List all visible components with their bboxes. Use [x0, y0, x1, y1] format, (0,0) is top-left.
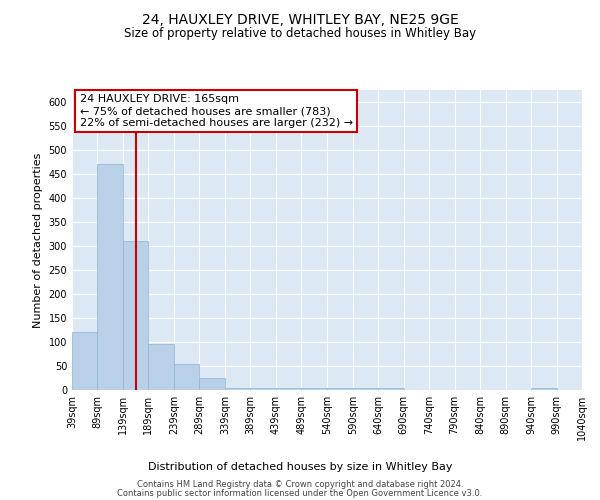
Bar: [199, 378, 225, 390]
Bar: [97, 164, 123, 390]
Bar: [174, 364, 199, 390]
Bar: [123, 241, 148, 390]
Bar: [531, 388, 557, 390]
Bar: [353, 388, 378, 390]
Bar: [225, 388, 250, 390]
Bar: [327, 388, 353, 390]
Text: Contains HM Land Registry data © Crown copyright and database right 2024.: Contains HM Land Registry data © Crown c…: [137, 480, 463, 489]
Text: 24 HAUXLEY DRIVE: 165sqm
← 75% of detached houses are smaller (783)
22% of semi-: 24 HAUXLEY DRIVE: 165sqm ← 75% of detach…: [80, 94, 353, 128]
Bar: [148, 344, 174, 390]
Bar: [250, 388, 276, 390]
Text: Contains public sector information licensed under the Open Government Licence v3: Contains public sector information licen…: [118, 488, 482, 498]
Text: Size of property relative to detached houses in Whitley Bay: Size of property relative to detached ho…: [124, 28, 476, 40]
Text: Distribution of detached houses by size in Whitley Bay: Distribution of detached houses by size …: [148, 462, 452, 472]
Bar: [72, 332, 97, 390]
Bar: [378, 388, 404, 390]
Text: 24, HAUXLEY DRIVE, WHITLEY BAY, NE25 9GE: 24, HAUXLEY DRIVE, WHITLEY BAY, NE25 9GE: [142, 12, 458, 26]
Bar: [276, 388, 301, 390]
Y-axis label: Number of detached properties: Number of detached properties: [33, 152, 43, 328]
Bar: [301, 388, 327, 390]
